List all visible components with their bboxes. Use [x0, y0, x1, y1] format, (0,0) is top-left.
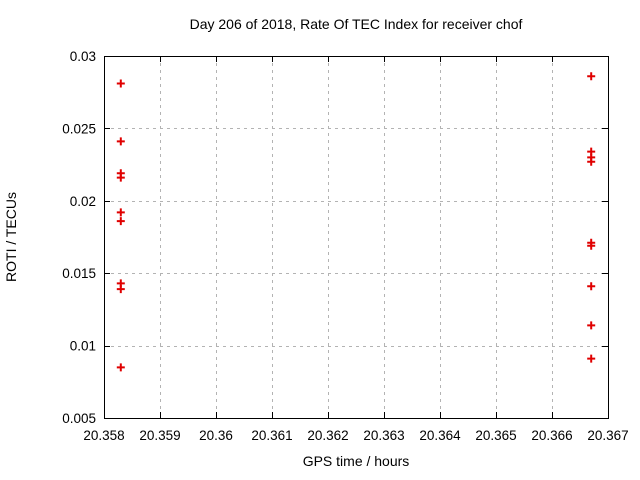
data-point-marker: [116, 79, 125, 88]
x-tick-label: 20.363: [363, 428, 404, 443]
data-point-marker: [116, 285, 125, 294]
y-tick-label: 0.02: [70, 194, 96, 209]
x-tick-label: 20.366: [531, 428, 572, 443]
y-tick-labels: 0.005 0.01 0.015 0.02 0.025 0.03: [62, 49, 96, 426]
x-axis-label: GPS time / hours: [303, 453, 410, 469]
data-point-marker: [587, 321, 596, 330]
y-tick-label: 0.01: [70, 339, 96, 354]
y-tick-label: 0.015: [62, 266, 96, 281]
axis-ticks: [104, 56, 609, 419]
data-point-marker: [587, 354, 596, 363]
x-tick-labels: 20.358 20.359 20.36 20.361 20.362 20.363 20.36…: [83, 428, 628, 443]
data-point-marker: [587, 282, 596, 291]
y-tick-label: 0.03: [70, 49, 96, 64]
data-point-marker: [116, 363, 125, 372]
x-tick-label: 20.364: [419, 428, 461, 443]
data-point-marker: [587, 72, 596, 81]
x-tick-label: 20.367: [587, 428, 628, 443]
data-point-marker: [116, 173, 125, 182]
y-tick-label: 0.005: [62, 411, 96, 426]
data-point-marker: [587, 241, 596, 250]
y-axis-label: ROTI / TECUs: [3, 192, 19, 282]
y-tick-label: 0.025: [62, 121, 96, 136]
x-tick-label: 20.361: [251, 428, 292, 443]
data-point-marker: [587, 157, 596, 166]
x-tick-label: 20.358: [83, 428, 124, 443]
data-points: [116, 72, 596, 372]
chart-title: Day 206 of 2018, Rate Of TEC Index for r…: [190, 16, 523, 32]
x-tick-label: 20.36: [199, 428, 233, 443]
data-point-marker: [116, 137, 125, 146]
x-tick-label: 20.365: [475, 428, 516, 443]
gridlines: [104, 56, 608, 418]
plot-border: [104, 56, 609, 419]
x-tick-label: 20.359: [139, 428, 180, 443]
data-point-marker: [116, 208, 125, 217]
data-point-marker: [116, 217, 125, 226]
x-tick-label: 20.362: [307, 428, 348, 443]
